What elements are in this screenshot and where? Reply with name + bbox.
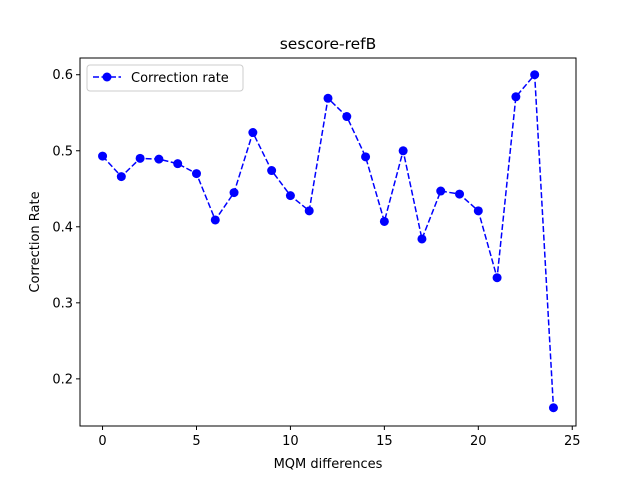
x-tick-label: 20 xyxy=(470,434,487,449)
series-layer xyxy=(98,70,558,413)
x-tick-label: 5 xyxy=(192,434,200,449)
legend: Correction rate xyxy=(86,64,244,92)
y-tick-label: 0.5 xyxy=(52,144,73,159)
data-point xyxy=(98,151,108,161)
legend-marker-sample xyxy=(102,72,112,82)
y-tick-label: 0.2 xyxy=(52,372,73,387)
y-tick-label: 0.6 xyxy=(52,68,73,83)
data-point xyxy=(342,112,352,122)
data-point xyxy=(511,92,521,102)
data-point xyxy=(285,191,295,201)
y-tick-label: 0.3 xyxy=(52,296,73,311)
y-tick-label: 0.4 xyxy=(52,220,73,235)
y-axis-ticks: 0.2 0.3 0.4 0.5 0.6 xyxy=(52,68,80,387)
chart-title: sescore-refB xyxy=(280,35,377,53)
axes-frame xyxy=(79,57,577,427)
y-axis-label: Correction Rate xyxy=(28,191,43,292)
data-point xyxy=(191,169,201,179)
data-point xyxy=(436,186,446,196)
data-point xyxy=(323,93,333,103)
data-point xyxy=(154,154,164,164)
data-point xyxy=(398,146,408,156)
data-point xyxy=(304,206,314,216)
data-point xyxy=(455,189,465,199)
data-point xyxy=(361,152,371,162)
data-point xyxy=(229,188,239,198)
data-point xyxy=(530,70,540,80)
data-point xyxy=(210,215,220,225)
x-axis-ticks: 0 5 10 15 20 25 xyxy=(98,426,581,449)
data-point xyxy=(379,216,389,226)
x-tick-label: 10 xyxy=(282,434,299,449)
data-point xyxy=(173,159,183,169)
data-point xyxy=(248,128,258,138)
data-point xyxy=(548,403,558,413)
data-point xyxy=(267,166,277,176)
data-point xyxy=(473,206,483,216)
legend-box xyxy=(86,64,244,92)
x-tick-label: 25 xyxy=(564,434,581,449)
data-point xyxy=(135,153,145,163)
legend-entry-label: Correction rate xyxy=(131,71,229,86)
x-tick-label: 0 xyxy=(98,434,106,449)
data-point xyxy=(417,234,427,244)
x-tick-label: 15 xyxy=(376,434,393,449)
x-axis-label: MQM differences xyxy=(274,457,383,472)
data-point xyxy=(116,172,126,182)
data-point xyxy=(492,273,502,283)
